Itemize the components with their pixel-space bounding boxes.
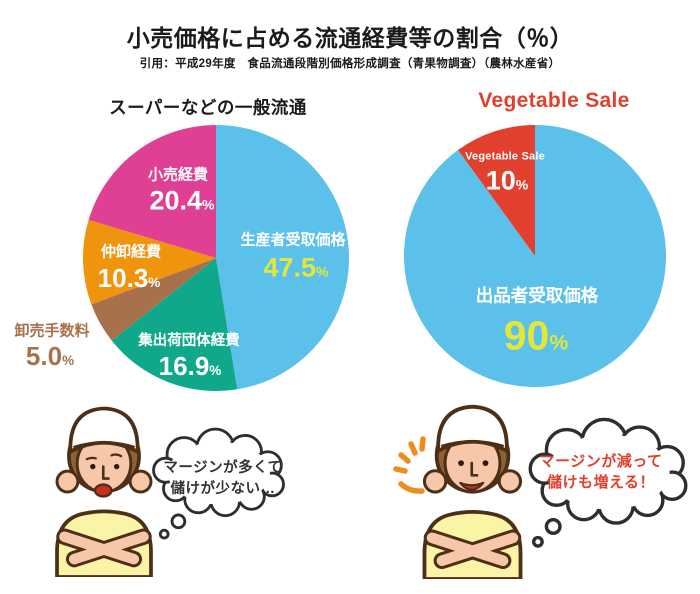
source-citation: 引用：平成29年度 食品流通段階別価格形成調査（青果物調査）（農林水産省）: [139, 58, 561, 70]
slice-label-seller: 出品者受取価格: [475, 285, 599, 306]
smile-mouth: [459, 481, 485, 491]
bubble-tail-dot: [544, 518, 562, 535]
bubble-tail-dot: [531, 535, 544, 548]
page-title: 小売価格に占める流通経費等の割合（％）: [126, 25, 574, 51]
slice-label-intermediate-wholesale: 仲卸経費: [100, 243, 162, 261]
slice-value-producer: 47.5%: [263, 252, 329, 283]
thought-bubble-left: [152, 427, 285, 540]
slice-label-wholesale-fee: 卸売手数料: [14, 322, 90, 340]
slice-label-shipping-org: 集出荷団体経費: [138, 332, 240, 349]
farmer-character-happy: [422, 404, 523, 579]
slice-value-retail: 20.4%: [149, 185, 215, 216]
left-chart-title: スーパーなどの一般流通: [109, 97, 307, 118]
slice-value-shipping-org: 16.9%: [158, 351, 222, 381]
slice-label-producer: 生産者受取価格: [240, 231, 346, 249]
slice-value-seller: 90%: [503, 312, 569, 359]
bubble-tail-dot: [158, 528, 170, 540]
farmer-body: [55, 509, 153, 577]
pie-slice-3: [83, 219, 216, 305]
farmer-head: [422, 404, 523, 494]
vegetable-sale-pie-chart: [404, 125, 666, 387]
farmer-head: [55, 406, 153, 498]
farmer-character-sad: [55, 406, 153, 577]
slice-value-vegetable-sale: 10%: [485, 165, 529, 196]
slice-label-vegetable-sale: Vegetable Sale: [465, 150, 545, 163]
pie-slice-4: [88, 125, 216, 258]
happy-farmer-quote: マージンが減って 儲けも増える！: [539, 453, 663, 491]
slice-value-intermediate-wholesale: 10.3%: [97, 263, 161, 293]
emphasis-lines-icon: [393, 436, 426, 494]
pie-slice-1: [111, 258, 238, 391]
slice-value-wholesale-fee: 5.0%: [25, 341, 75, 371]
pie-slice-0: [216, 125, 349, 390]
thought-bubble-right: [528, 417, 688, 548]
right-chart-title: Vegetable Sale: [478, 89, 630, 112]
pie-slice-0: [404, 125, 666, 387]
sad-farmer-quote: マージンが多くて 儲けが少ない…: [163, 460, 283, 497]
bubble-tail-dot: [170, 513, 187, 530]
general-distribution-pie-chart: [83, 125, 349, 391]
sad-mouth: [93, 483, 113, 498]
slice-label-retail: 小売経費: [147, 166, 209, 184]
pie-slice-1: [458, 125, 535, 256]
farmer-body: [422, 509, 523, 579]
pie-slice-2: [91, 258, 216, 341]
